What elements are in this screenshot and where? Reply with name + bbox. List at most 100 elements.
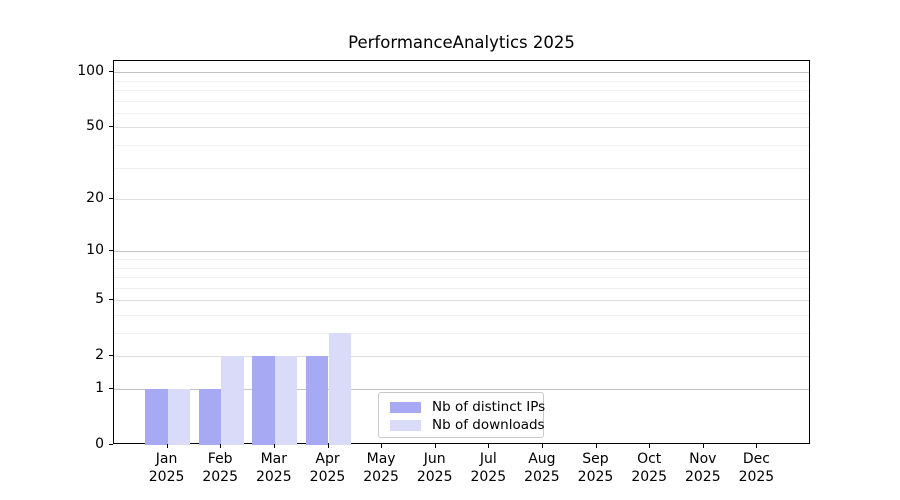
xtick-label-may: May 2025	[349, 451, 413, 486]
xtick-mark-may	[381, 444, 383, 448]
xtick-mark-mar	[273, 444, 275, 448]
bar-feb-distinct-ips	[198, 389, 222, 445]
xtick-year: 2025	[416, 468, 453, 485]
bar-apr-downloads	[328, 333, 351, 445]
xtick-month: Feb	[207, 451, 233, 467]
xtick-label-feb: Feb 2025	[188, 451, 252, 486]
plot-area	[113, 60, 810, 445]
xtick-month: Dec	[742, 451, 770, 467]
xtick-month: Apr	[315, 451, 340, 467]
xtick-mark-dec	[756, 444, 758, 448]
ytick-label-20: 20	[86, 190, 104, 207]
xtick-month: Oct	[637, 451, 662, 467]
bar-mar-downloads	[274, 356, 298, 445]
xtick-label-jul: Jul 2025	[456, 451, 520, 486]
xtick-mark-aug	[541, 444, 543, 448]
xtick-year: 2025	[470, 468, 507, 485]
minor-gridline-y40	[114, 145, 809, 146]
minor-gridline-y4	[114, 315, 809, 316]
xtick-label-sep: Sep 2025	[564, 451, 628, 486]
minor-gridline-y7	[114, 277, 809, 278]
minor-gridline-y6	[114, 287, 809, 289]
xtick-label-jun: Jun 2025	[403, 451, 467, 486]
ytick-label-100: 100	[77, 63, 104, 80]
legend-swatch-distinct-ips	[390, 401, 421, 413]
gridline-y1	[114, 389, 809, 390]
minor-gridline-y8	[114, 267, 809, 269]
xtick-month: Sep	[582, 451, 609, 467]
bar-feb-downloads	[221, 356, 244, 445]
legend-label-downloads: Nb of downloads	[432, 417, 545, 433]
xtick-mark-jul	[488, 444, 490, 448]
xtick-year: 2025	[202, 468, 238, 485]
minor-gridline-y9	[114, 259, 809, 260]
xtick-month: Jul	[479, 451, 497, 467]
xtick-year: 2025	[148, 468, 185, 485]
xtick-label-apr: Apr 2025	[296, 451, 360, 486]
bar-jan-downloads	[167, 389, 190, 445]
xtick-label-oct: Oct 2025	[617, 451, 681, 486]
ytick-label-50: 50	[86, 118, 104, 135]
ytick-mark-100	[109, 71, 113, 73]
minor-gridline-y30	[114, 167, 809, 169]
xtick-mark-oct	[649, 444, 651, 448]
xtick-mark-jun	[434, 444, 436, 448]
xtick-year: 2025	[631, 468, 667, 485]
ytick-label-2: 2	[95, 347, 104, 364]
xtick-month: Mar	[260, 451, 287, 467]
gridline-y10	[114, 251, 809, 253]
minor-gridline-y3	[114, 333, 809, 334]
xtick-mark-nov	[702, 444, 704, 448]
ytick-mark-20	[109, 198, 113, 200]
gridline-y5	[114, 300, 809, 302]
bar-apr-distinct-ips	[306, 356, 329, 445]
xtick-label-nov: Nov 2025	[671, 451, 735, 486]
xtick-mark-feb	[220, 444, 222, 448]
ytick-mark-1	[109, 388, 113, 389]
ytick-mark-5	[109, 299, 113, 301]
xtick-month: Jan	[155, 451, 178, 467]
ytick-mark-50	[109, 126, 113, 128]
gridline-y100	[114, 72, 809, 74]
xtick-year: 2025	[363, 468, 399, 485]
gridline-y2	[114, 356, 809, 358]
xtick-year: 2025	[738, 468, 775, 485]
gridline-y20	[114, 199, 809, 201]
gridline-y50	[114, 127, 809, 129]
xtick-month: Aug	[528, 451, 556, 467]
ytick-label-10: 10	[86, 242, 104, 259]
legend-item-distinct-ips: Nb of distinct IPs	[387, 398, 545, 416]
ytick-mark-0	[109, 444, 113, 445]
xtick-mark-sep	[595, 444, 597, 448]
xtick-year: 2025	[684, 468, 721, 485]
xtick-year: 2025	[577, 468, 614, 485]
chart-title: PerformanceAnalytics 2025	[348, 33, 575, 52]
minor-gridline-y90	[114, 80, 809, 82]
ytick-label-5: 5	[95, 291, 104, 308]
legend-item-downloads: Nb of downloads	[387, 416, 545, 434]
xtick-label-dec: Dec 2025	[724, 451, 788, 486]
ytick-label-1: 1	[95, 380, 104, 396]
xtick-mark-jan	[166, 444, 168, 448]
xtick-month: Nov	[689, 451, 717, 467]
bar-jan-distinct-ips	[145, 389, 168, 445]
legend: Nb of distinct IPs Nb of downloads	[378, 392, 545, 438]
xtick-mark-apr	[327, 444, 329, 448]
bar-mar-distinct-ips	[252, 356, 275, 445]
minor-gridline-y60	[114, 112, 809, 114]
legend-label-distinct-ips: Nb of distinct IPs	[432, 399, 546, 415]
xtick-label-jan: Jan 2025	[135, 451, 199, 486]
minor-gridline-y70	[114, 100, 809, 102]
xtick-year: 2025	[309, 468, 346, 485]
legend-swatch-downloads	[390, 419, 421, 431]
minor-gridline-y80	[114, 90, 809, 91]
xtick-year: 2025	[524, 468, 560, 485]
ytick-mark-2	[109, 355, 113, 357]
xtick-month: May	[366, 451, 396, 467]
xtick-year: 2025	[255, 468, 292, 485]
ytick-label-0: 0	[95, 436, 104, 452]
ytick-mark-10	[109, 250, 113, 252]
xtick-label-mar: Mar 2025	[242, 451, 306, 486]
xtick-label-aug: Aug 2025	[510, 451, 574, 486]
